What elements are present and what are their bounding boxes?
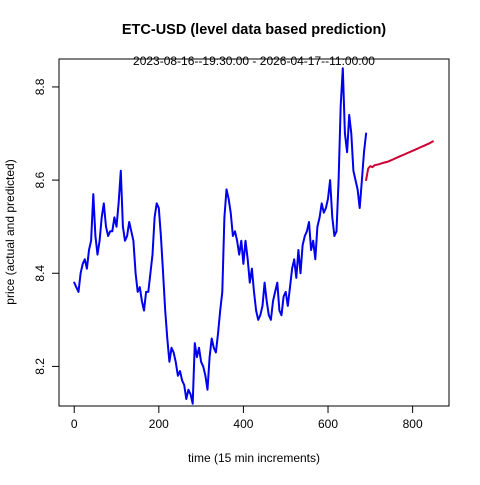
x-tick-label: 600	[318, 417, 338, 431]
y-axis: 8.2 8.4 8.6 8.8	[33, 78, 59, 375]
y-tick-label: 8.2	[33, 358, 47, 375]
y-axis-label: price (actual and predicted)	[3, 159, 17, 304]
x-tick-label: 200	[149, 417, 169, 431]
predicted-series-line	[365, 140, 434, 182]
x-axis-label: time (15 min increments)	[188, 451, 320, 465]
plot-frame	[58, 58, 450, 407]
actual-series-line	[73, 67, 368, 405]
x-axis: 0 200 400 600 800	[71, 406, 423, 431]
y-tick-label: 8.6	[33, 171, 47, 188]
x-tick-label: 0	[71, 417, 78, 431]
y-tick-label: 8.8	[33, 78, 47, 95]
series-layer	[73, 67, 434, 405]
chart-subtitle: 2023-08-16--19:30:00 - 2026-04-17--11:00…	[133, 54, 375, 68]
x-tick-label: 400	[233, 417, 253, 431]
y-tick-label: 8.4	[33, 265, 47, 282]
x-tick-label: 800	[403, 417, 423, 431]
chart-title: ETC-USD (level data based prediction)	[122, 22, 386, 38]
